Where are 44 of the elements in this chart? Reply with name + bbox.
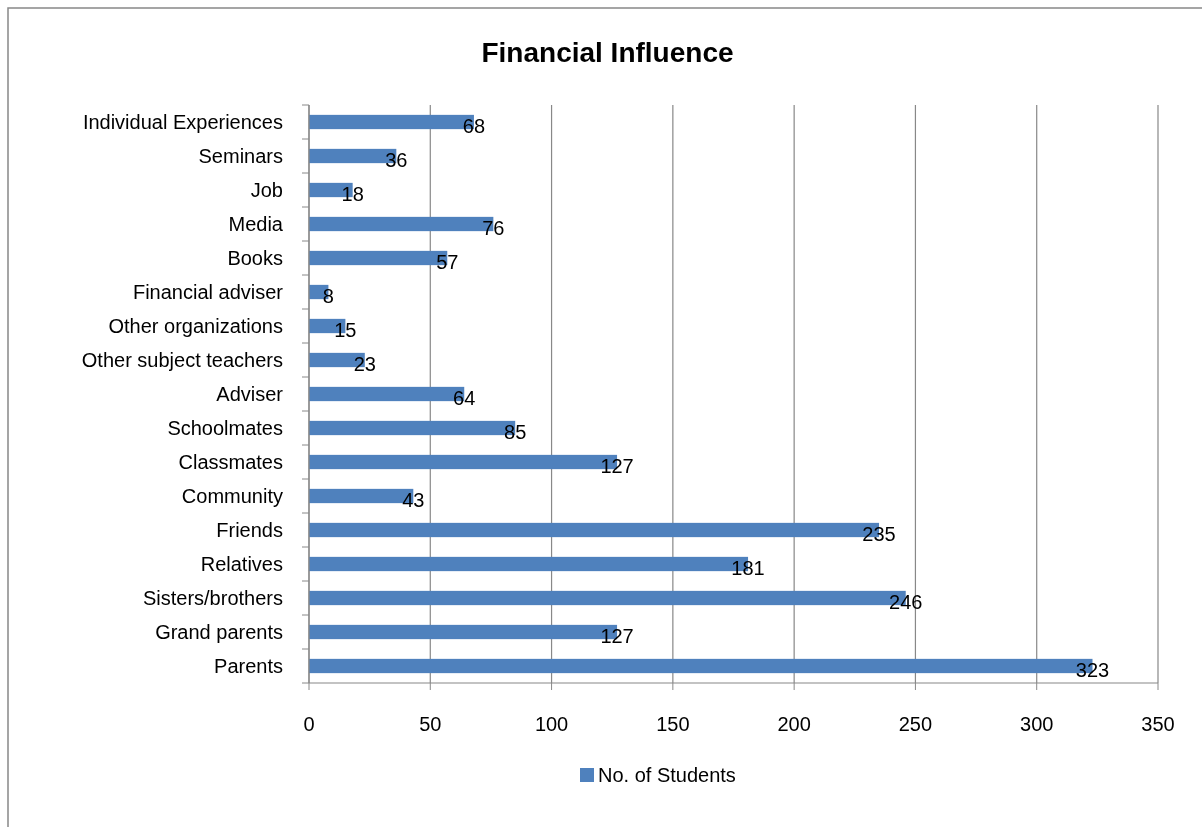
data-label: 15 [334, 319, 357, 341]
y-tick-label: Community [181, 485, 283, 507]
y-tick-label: Adviser [216, 383, 284, 405]
y-tick-label: Books [227, 247, 283, 269]
data-label: 235 [862, 523, 896, 545]
x-tick-label: 0 [303, 713, 315, 735]
y-tick-label: Sisters/brothers [142, 587, 283, 609]
data-label: 23 [353, 353, 376, 375]
data-label: 127 [600, 455, 634, 477]
y-tick-label: Parents [214, 655, 283, 677]
y-tick-label: Relatives [200, 553, 283, 575]
data-label: 76 [482, 217, 505, 239]
y-tick-label: Schoolmates [167, 417, 283, 439]
y-tick-label: Individual Experiences [82, 111, 283, 133]
data-label: 57 [436, 251, 459, 273]
y-tick-label: Financial adviser [132, 281, 284, 303]
data-label: 85 [504, 421, 527, 443]
data-label: 68 [462, 115, 486, 137]
legend-label: No. of Students [598, 764, 736, 786]
y-tick-label: Other organizations [108, 315, 283, 337]
y-tick-label: Job [250, 179, 283, 201]
data-label: 18 [341, 183, 364, 205]
data-label: 127 [600, 625, 634, 647]
x-tick-label: 250 [898, 713, 933, 735]
y-tick-label: Media [228, 213, 284, 235]
data-label: 36 [385, 149, 408, 171]
data-label: 181 [731, 557, 765, 579]
y-tick-label: Friends [216, 519, 283, 541]
x-tick-label: 200 [777, 713, 811, 735]
data-label: 246 [889, 591, 923, 613]
data-label: 43 [402, 489, 425, 511]
data-label: 323 [1075, 659, 1110, 681]
y-tick-label: Grand parents [155, 621, 283, 643]
data-label: 64 [453, 387, 476, 409]
x-tick-label: 50 [419, 713, 442, 735]
y-tick-label: Other subject teachers [81, 349, 283, 371]
y-tick-label: Seminars [198, 145, 283, 167]
data-label: 8 [322, 285, 334, 307]
y-tick-label: Classmates [178, 451, 283, 473]
x-tick-label: 150 [656, 713, 690, 735]
x-tick-label: 350 [1141, 713, 1175, 735]
x-tick-label: 300 [1020, 713, 1054, 735]
chart-title: Financial Influence [481, 37, 734, 68]
x-tick-label: 100 [534, 713, 569, 735]
